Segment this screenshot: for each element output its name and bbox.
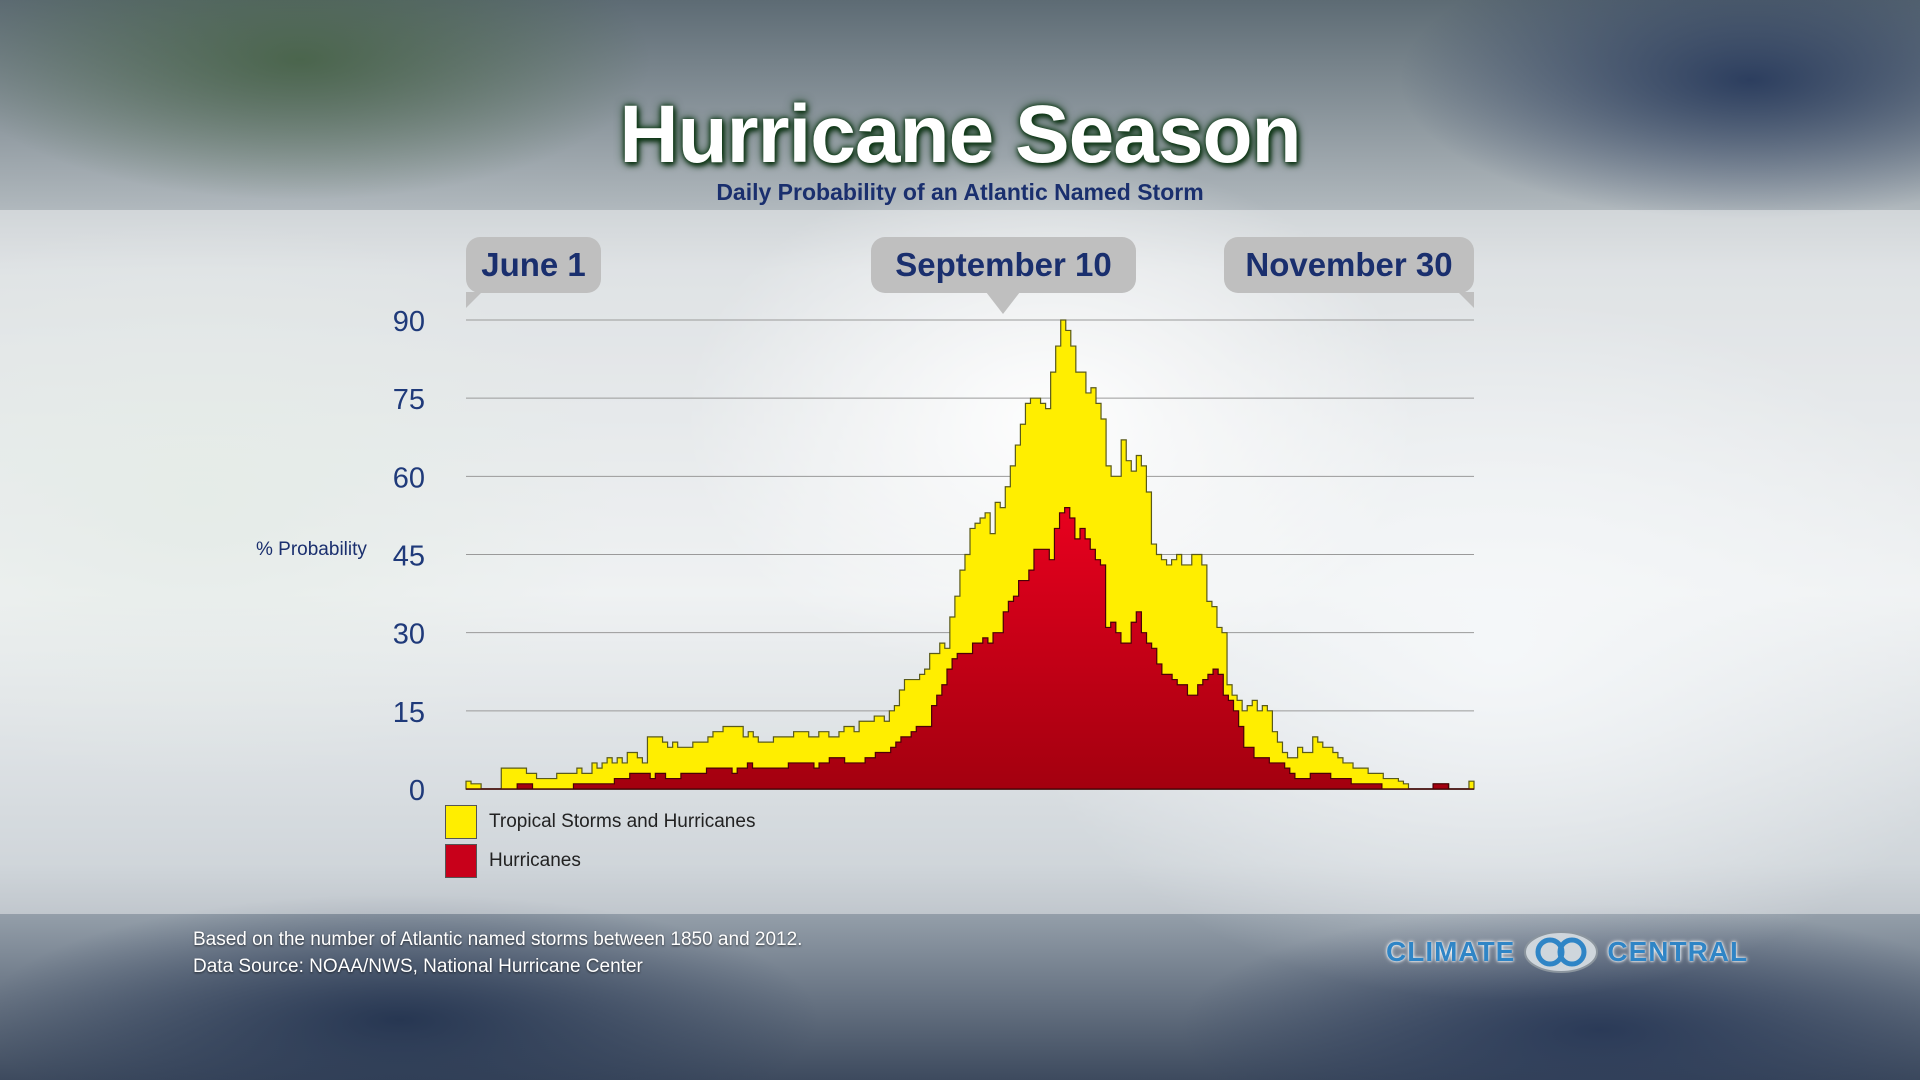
- callout-end-date: November 30: [1224, 237, 1474, 293]
- y-axis-label: % Probability: [256, 539, 367, 560]
- page-title: Hurricane Season: [619, 89, 1301, 180]
- footer-note: Based on the number of Atlantic named st…: [193, 929, 803, 950]
- series-area-storms: [465, 319, 1475, 790]
- legend-item-storms: Tropical Storms and Hurricanes: [445, 805, 755, 839]
- series-areas: [465, 319, 1475, 790]
- legend-label-hurricanes: Hurricanes: [489, 850, 581, 871]
- page-subtitle: Daily Probability of an Atlantic Named S…: [716, 179, 1204, 205]
- y-tick-label-45: 45: [393, 541, 425, 573]
- callout-start-pointer: [466, 292, 482, 308]
- chart-panel: [0, 210, 1920, 914]
- y-axis-ticks: 0 15 30 45 60 75 90: [393, 306, 425, 807]
- logo-rings-icon: [1524, 931, 1599, 973]
- y-tick-label-75: 75: [393, 384, 425, 416]
- legend-swatch-hurricanes: [445, 844, 477, 878]
- callout-peak-date: September 10: [871, 237, 1136, 293]
- y-tick-label-30: 30: [393, 619, 425, 651]
- legend-label-storms: Tropical Storms and Hurricanes: [489, 811, 756, 832]
- callout-end-pointer: [1458, 292, 1474, 308]
- footer-source: Data Source: NOAA/NWS, National Hurrican…: [193, 956, 643, 977]
- callout-start-date: June 1: [466, 237, 601, 293]
- logo-text-left: CLIMATE: [1386, 936, 1516, 967]
- y-tick-label-60: 60: [393, 462, 425, 494]
- logo-text-right: CENTRAL: [1607, 936, 1749, 967]
- legend-swatch-storms: [445, 805, 477, 839]
- y-tick-label-15: 15: [393, 697, 425, 729]
- y-tick-label-0: 0: [409, 775, 425, 807]
- callout-peak-pointer: [986, 292, 1020, 314]
- series-area-hurricanes: [466, 507, 1474, 790]
- climate-central-logo: CLIMATE CENTRAL: [1386, 930, 1748, 974]
- y-tick-label-90: 90: [393, 306, 425, 338]
- legend-item-hurricanes: Hurricanes: [445, 844, 581, 878]
